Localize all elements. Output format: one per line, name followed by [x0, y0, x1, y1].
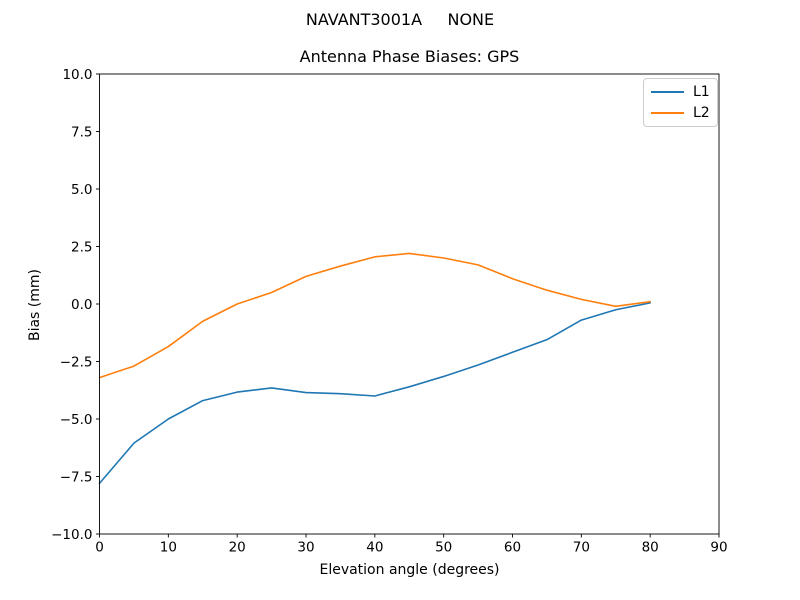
y-axis-label: Bias (mm) — [27, 268, 43, 342]
x-tick-label: 10 — [160, 540, 177, 556]
y-tick-label: −7.5 — [60, 469, 93, 485]
x-tick-label: 30 — [297, 540, 314, 556]
x-tick-label: 90 — [710, 540, 727, 556]
legend-item-l2: L2 — [651, 102, 710, 123]
y-tick-label: 2.5 — [71, 239, 92, 255]
y-tick-label: −2.5 — [60, 354, 93, 370]
x-tick-label: 50 — [435, 540, 452, 556]
legend: L1 L2 — [643, 78, 718, 127]
legend-item-l1: L1 — [651, 81, 710, 102]
y-tick-label: 5.0 — [71, 182, 92, 198]
y-tick-label: 10.0 — [62, 67, 92, 83]
y-tick-label: 7.5 — [71, 124, 92, 140]
series-line-l1 — [98, 302, 651, 485]
x-tick-label: 70 — [573, 540, 590, 556]
legend-label-l2: L2 — [693, 104, 710, 121]
x-tick-label: 0 — [95, 540, 104, 556]
y-tick-label: −5.0 — [60, 412, 93, 428]
plot-frame — [99, 73, 720, 535]
y-tick-label: 0.0 — [71, 297, 92, 313]
figure-suptitle: NAVANT3001A NONE — [305, 10, 495, 29]
x-axis-label: Elevation angle (degrees) — [319, 562, 500, 578]
x-tick-label: 40 — [366, 540, 383, 556]
axes-title: Antenna Phase Biases: GPS — [299, 47, 520, 66]
series-line-l2 — [98, 252, 651, 379]
x-tick-label: 60 — [504, 540, 521, 556]
legend-line-swatch-l1 — [651, 90, 684, 93]
legend-label-l1: L1 — [693, 83, 710, 100]
y-tick-label: −10.0 — [51, 527, 92, 543]
x-tick-label: 20 — [229, 540, 246, 556]
legend-line-swatch-l2 — [651, 111, 684, 114]
x-tick-label: 80 — [642, 540, 659, 556]
